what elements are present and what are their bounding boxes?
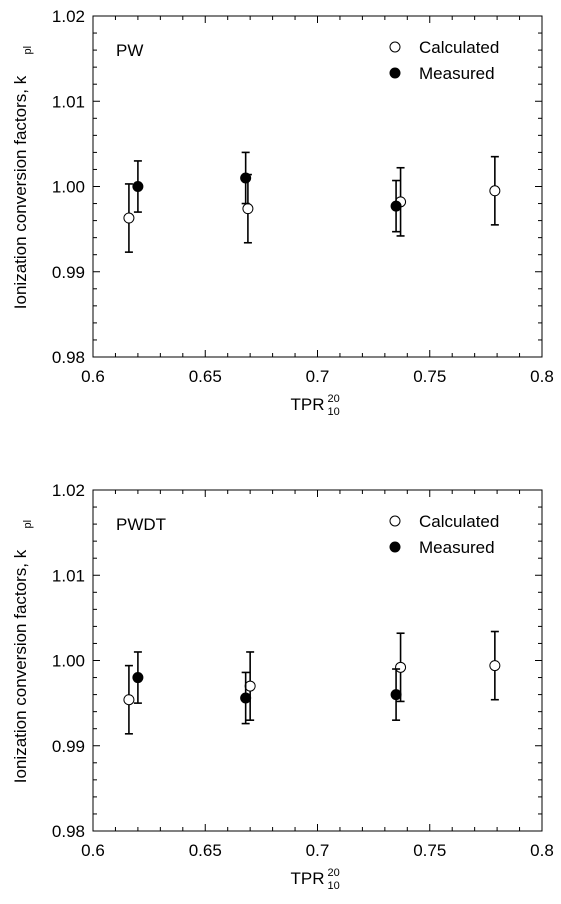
- x-tick-label: 0.6: [81, 367, 105, 386]
- x-axis-title-superscript: 20: [328, 867, 340, 879]
- data-point-measured: [390, 689, 402, 701]
- y-axis-title: Ionization conversion factors, k: [11, 549, 30, 783]
- y-axis-title-group: Ionization conversion factors, k pl: [11, 46, 34, 309]
- x-tick-label: 0.8: [530, 841, 554, 860]
- y-tick-label: 1.00: [52, 178, 85, 197]
- y-axis-title-subscript: pl: [22, 46, 34, 55]
- data-point-measured: [240, 172, 252, 184]
- x-tick-label: 0.65: [189, 841, 222, 860]
- x-axis-title: TPR: [291, 869, 325, 888]
- data-point-measured: [240, 692, 252, 704]
- x-axis-title: TPR: [291, 395, 325, 414]
- x-tick-label: 0.7: [306, 367, 330, 386]
- y-tick-label: 1.01: [52, 92, 85, 111]
- data-point-calculated: [489, 660, 501, 672]
- x-tick-label: 0.75: [413, 367, 446, 386]
- x-tick-label: 0.65: [189, 367, 222, 386]
- legend-entry: Calculated: [419, 38, 499, 57]
- legend-entry: Measured: [419, 538, 495, 557]
- data-point-measured: [132, 181, 144, 192]
- y-tick-label: 1.01: [52, 566, 85, 585]
- data-point-calculated: [123, 694, 135, 706]
- data-point-calculated: [489, 185, 501, 197]
- legend-marker: [389, 67, 401, 79]
- x-tick-label: 0.6: [81, 841, 105, 860]
- data-point-measured: [132, 672, 144, 684]
- y-tick-label: 0.99: [52, 263, 85, 282]
- y-tick-label: 0.98: [52, 822, 85, 841]
- data-point-calculated: [395, 661, 407, 673]
- data-point-calculated: [242, 203, 254, 215]
- y-axis-title: Ionization conversion factors, k: [11, 75, 30, 309]
- y-tick-label: 1.02: [52, 7, 85, 26]
- x-axis-title-superscript: 20: [328, 393, 340, 405]
- x-tick-label: 0.7: [306, 841, 330, 860]
- y-axis-title-group: Ionization conversion factors, k pl: [11, 520, 34, 783]
- chart-panel-1: 0.6 0.65 0.7 0.75 0.8 0.98 0.99 1.00 1.01 1.02 TPR…: [11, 7, 554, 418]
- y-tick-label: 0.98: [52, 348, 85, 367]
- legend-marker: [389, 515, 401, 527]
- x-tick-label: 0.8: [530, 367, 554, 386]
- legend-marker: [389, 41, 401, 53]
- panel-label: PW: [116, 41, 143, 60]
- legend-entry: Calculated: [419, 512, 499, 531]
- legend-entry: Measured: [419, 64, 495, 83]
- chart-panel-2: 0.6 0.65 0.7 0.75 0.8 0.98 0.99 1.00 1.01 1.02 TPR…: [11, 481, 554, 892]
- panel-label: PWDT: [116, 515, 166, 534]
- x-axis-title-subscript: 10: [328, 880, 340, 892]
- data-point-measured: [390, 200, 402, 212]
- x-tick-label: 0.75: [413, 841, 446, 860]
- legend-marker: [389, 541, 401, 553]
- y-tick-label: 0.99: [52, 737, 85, 756]
- y-tick-label: 1.02: [52, 481, 85, 500]
- x-axis-title-subscript: 10: [328, 406, 340, 418]
- data-point-calculated: [244, 680, 256, 692]
- data-point-calculated: [123, 212, 135, 224]
- y-axis-title-subscript: pl: [22, 520, 34, 529]
- y-tick-label: 1.00: [52, 652, 85, 671]
